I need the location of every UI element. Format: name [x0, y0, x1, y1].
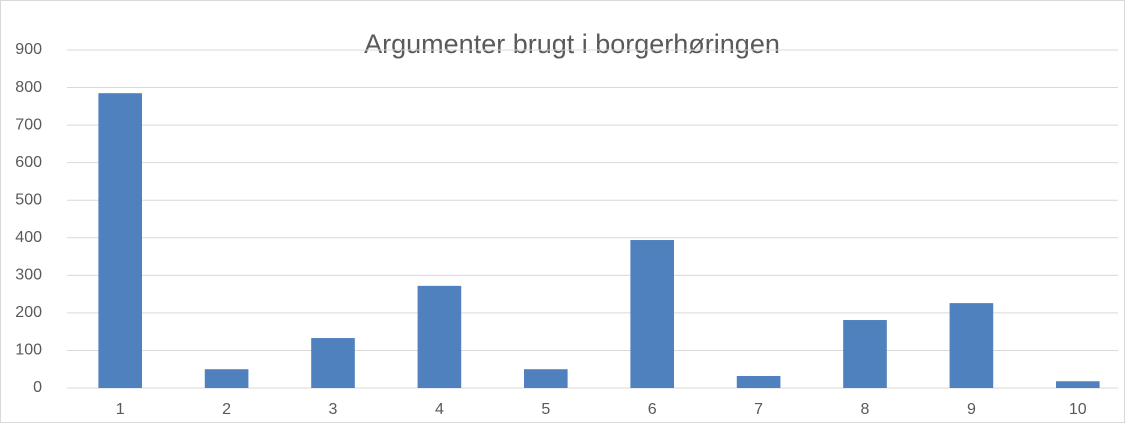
bar [311, 338, 355, 388]
x-tick-label: 5 [541, 401, 550, 418]
y-tick-label: 900 [15, 41, 42, 58]
x-tick-label: 2 [222, 401, 231, 418]
x-tick-label: 8 [861, 401, 870, 418]
bar [204, 369, 249, 388]
y-tick-label: 700 [15, 116, 42, 133]
y-tick-label: 400 [15, 229, 42, 246]
y-tick-label: 800 [15, 79, 42, 96]
bar [523, 369, 568, 388]
x-tick-label: 7 [754, 401, 763, 418]
y-tick-label: 300 [15, 267, 42, 284]
bar [949, 303, 994, 388]
bar [736, 375, 781, 388]
x-tick-label: 10 [1069, 401, 1087, 418]
x-tick-label: 3 [329, 401, 338, 418]
bar [1055, 381, 1100, 388]
y-tick-label: 100 [15, 342, 42, 359]
bar [98, 93, 143, 388]
chart-title: Argumenter brugt i borgerhøringen [364, 29, 780, 59]
x-tick-label: 1 [116, 401, 125, 418]
y-tick-label: 0 [33, 379, 42, 396]
bar [843, 320, 887, 388]
bar [630, 240, 675, 388]
y-tick-label: 500 [15, 191, 42, 208]
bar [417, 285, 462, 388]
y-tick-label: 600 [15, 154, 42, 171]
x-tick-label: 6 [648, 401, 657, 418]
x-tick-label: 9 [967, 401, 976, 418]
y-tick-label: 200 [15, 304, 42, 321]
x-tick-label: 4 [435, 401, 444, 418]
